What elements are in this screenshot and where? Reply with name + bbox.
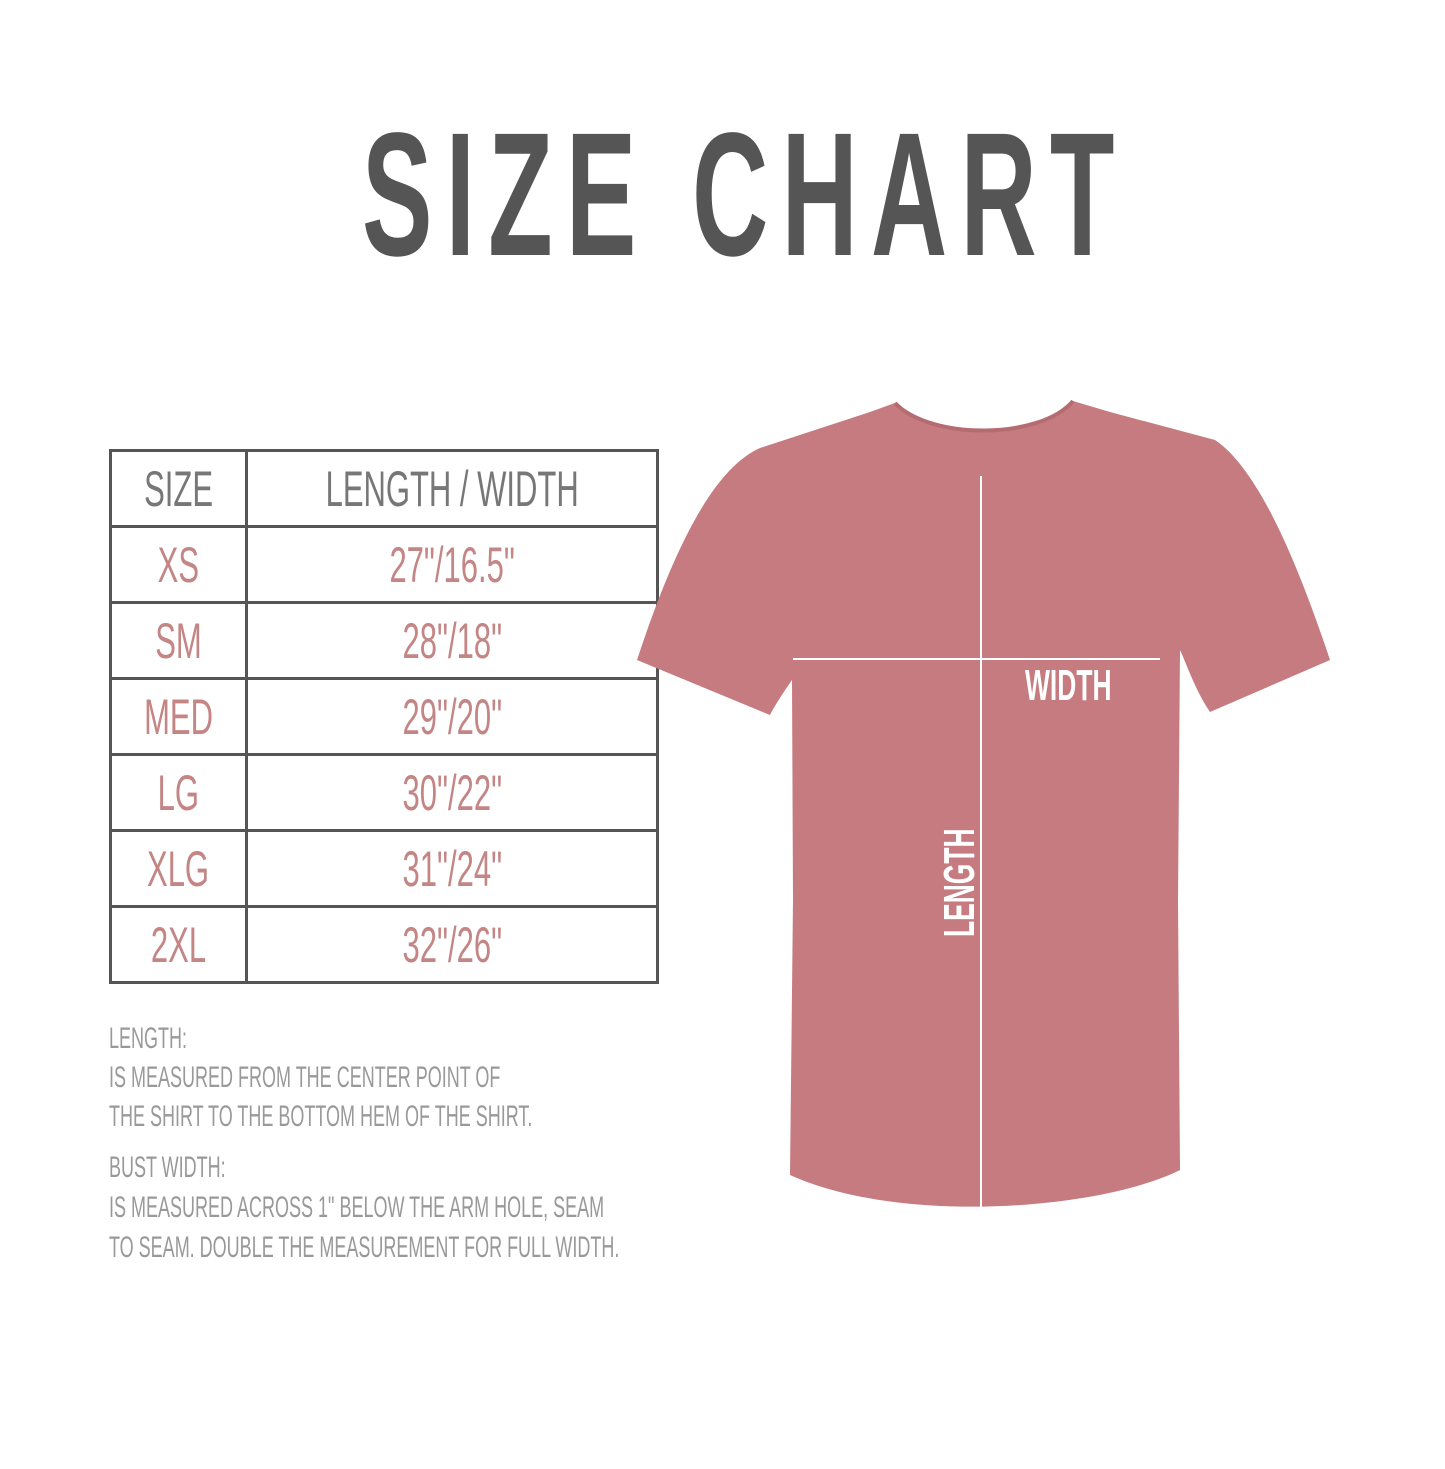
- table-row: SM 28"/18": [109, 601, 660, 680]
- size-cell: SM: [155, 612, 202, 669]
- length-note-heading: LENGTH:: [109, 1022, 188, 1055]
- width-note-heading: BUST WIDTH:: [109, 1151, 226, 1184]
- measure-cell: 32"/26": [402, 916, 502, 973]
- table-row: MED 29"/20": [109, 677, 660, 756]
- size-cell: 2XL: [150, 916, 207, 973]
- table-row: XLG 31"/24": [109, 829, 660, 908]
- size-cell: LG: [157, 764, 200, 821]
- header-size: SIZE: [144, 460, 213, 517]
- measure-cell: 27"/16.5": [389, 536, 515, 593]
- table-row: XS 27"/16.5": [109, 525, 660, 604]
- page-title: SIZE CHART: [362, 97, 1128, 293]
- width-label: WIDTH: [1025, 661, 1112, 710]
- size-cell: XS: [157, 536, 200, 593]
- header-length-width: LENGTH / WIDTH: [325, 460, 579, 517]
- width-note-line: TO SEAM. DOUBLE THE MEASUREMENT FOR FULL…: [109, 1231, 620, 1264]
- size-cell: XLG: [147, 840, 210, 897]
- table-row: LG 30"/22": [109, 753, 660, 832]
- length-note-line: IS MEASURED FROM THE CENTER POINT OF: [109, 1061, 501, 1094]
- width-note-line: IS MEASURED ACROSS 1" BELOW THE ARM HOLE…: [109, 1191, 605, 1224]
- size-table: SIZE LENGTH / WIDTH XS 27"/16.5" SM 28"/18…: [109, 449, 660, 984]
- measure-cell: 31"/24": [402, 840, 502, 897]
- measure-cell: 29"/20": [402, 688, 502, 745]
- table-row: 2XL 32"/26": [109, 905, 660, 984]
- size-cell: MED: [144, 688, 213, 745]
- length-note-line: THE SHIRT TO THE BOTTOM HEM OF THE SHIRT…: [109, 1100, 533, 1133]
- table-header-row: SIZE LENGTH / WIDTH: [109, 449, 660, 528]
- length-label: LENGTH: [935, 828, 984, 937]
- measure-cell: 28"/18": [402, 612, 502, 669]
- tshirt-shape: [637, 401, 1330, 1207]
- measure-cell: 30"/22": [402, 764, 502, 821]
